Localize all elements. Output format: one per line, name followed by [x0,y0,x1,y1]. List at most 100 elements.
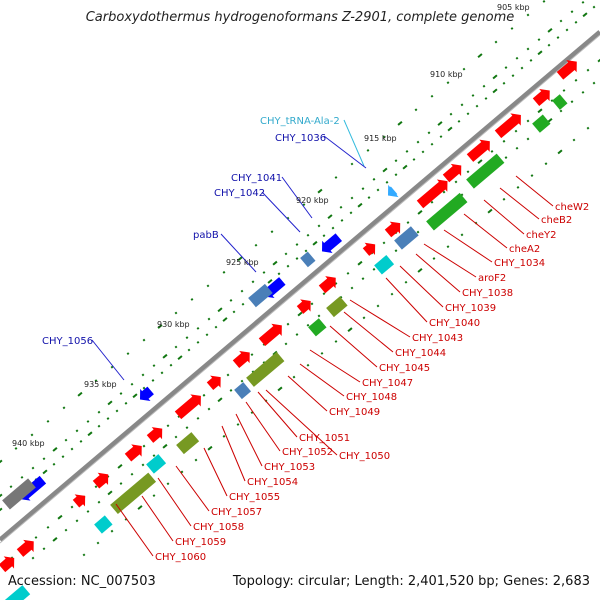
gc-dot [96,541,100,545]
leader-line [443,229,493,263]
leader-line [499,187,540,220]
gene-arrow [72,494,86,508]
gc-dot [64,438,68,442]
gene-label[interactable]: CHY_1058 [193,522,244,533]
gene-label[interactable]: CHY_1056 [42,336,93,347]
gc-dot [42,457,46,461]
leader-line [323,135,367,169]
gene-label[interactable]: CHY_1060 [155,552,206,563]
gc-dot [565,28,569,32]
gene-arrow [416,179,448,209]
gene-label[interactable]: cheY2 [526,230,556,241]
gc-dot [537,38,541,42]
gc-dot [284,342,288,346]
cog-box [326,296,348,318]
leader-line [515,175,554,207]
gene-label[interactable]: CHY_1059 [175,537,226,548]
gene-label[interactable]: cheA2 [509,244,540,255]
leader-line [415,253,461,293]
gc-dot [166,482,170,486]
tick-label: 935 kbp [84,380,117,389]
gene-label[interactable]: aroF2 [478,273,506,284]
gene-arrow [124,444,142,462]
leader-line [265,389,338,456]
gc-dot [14,447,18,450]
gene-label[interactable]: CHY_1042 [214,188,265,199]
gc-dot [446,81,450,85]
gene-label[interactable]: CHY_1057 [211,507,262,518]
gc-dot [405,149,409,153]
gc-dot [430,200,434,204]
gc-dot [152,494,156,498]
gene-label[interactable]: CHY_1038 [462,288,513,299]
gene-label[interactable]: CHY_1052 [282,447,333,458]
gene-label[interactable]: pabB [193,230,219,241]
gc-dot [174,345,178,349]
leader-line [287,375,328,412]
gc-dot [267,279,273,284]
cog-box [466,153,505,189]
gc-dot-tracks [0,0,600,560]
gc-dot [185,426,189,430]
gc-dot [515,56,519,60]
gc-dot [372,267,376,271]
gc-dot [322,234,326,238]
gc-dot [572,138,576,142]
gc-dot [402,164,408,170]
cog-box [426,192,468,231]
gene-arrow [494,113,521,139]
gene-label[interactable]: CHY_1050 [339,451,390,462]
gene-label[interactable]: CHY_1048 [346,392,397,403]
gene-arrow [384,221,401,238]
gene-label[interactable]: CHY_1055 [229,492,280,503]
gene-arrow [92,472,109,489]
gene-label[interactable]: CHY_1045 [379,363,430,374]
gc-dot [31,556,35,560]
leader-line [157,477,192,527]
leader-line [385,277,428,323]
gc-dot [421,150,425,154]
gene-arrow [258,323,282,346]
gc-dot [556,36,560,39]
gene-label[interactable]: CHY_1041 [231,173,282,184]
gc-dot [515,146,519,150]
gene-label[interactable]: CHY_1044 [395,348,446,359]
gene-label[interactable]: CHY_1040 [429,318,480,329]
gc-dot [174,311,178,315]
gc-dot [232,310,236,314]
gc-dot [574,20,578,24]
gc-dot [284,252,288,256]
gene-label[interactable]: CHY_1053 [264,462,315,473]
gene-label[interactable]: CHY_tRNA-Ala-2 [260,116,340,127]
gc-dot [119,392,123,395]
gene-label[interactable]: cheW2 [555,202,589,213]
gc-dot [367,196,371,199]
gc-dot [504,156,508,159]
gc-dot [70,505,74,509]
gc-dot [52,462,56,466]
gc-dot [366,149,370,152]
gc-dot [526,119,530,123]
gc-dot [222,270,226,274]
gene-label[interactable]: CHY_1036 [275,133,326,144]
gc-dot [537,50,543,56]
gene-label[interactable]: cheB2 [541,215,572,226]
gc-dot [417,268,423,273]
gene-label[interactable]: CHY_1034 [494,258,545,269]
cog-box [246,351,285,387]
cog-box [552,94,568,110]
gene-label[interactable]: CHY_1047 [362,378,413,389]
gc-dot [70,447,74,451]
gc-dot [466,112,470,116]
gc-dot [241,302,245,306]
gc-dot [206,284,210,288]
gc-dot [222,317,228,322]
gene-arrow [322,233,343,253]
gene-label[interactable]: CHY_1054 [247,477,298,488]
gene-label[interactable]: CHY_1051 [299,433,350,444]
gene-label[interactable]: CHY_1043 [412,333,463,344]
gene-label[interactable]: CHY_1049 [329,407,380,418]
gc-dot [226,373,230,377]
gc-dot [542,0,546,3]
gene-label[interactable]: CHY_1039 [445,303,496,314]
